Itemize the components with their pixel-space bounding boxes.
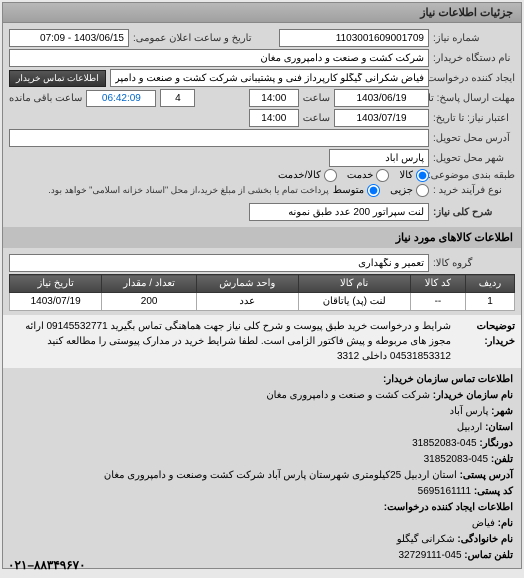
fax-label: دورنگار: [479, 438, 513, 449]
deadline-reply-label: مهلت ارسال پاسخ: تا تاریخ: [433, 93, 515, 104]
panel-title: جزئیات اطلاعات نیاز [3, 3, 521, 23]
creator-label: ایجاد کننده درخواست: [433, 73, 515, 84]
category-label: طبقه بندی موضوعی: [433, 170, 515, 181]
table-header-row: ردیف کد کالا نام کالا واحد شمارش تعداد /… [10, 275, 515, 293]
contact-section-title: اطلاعات تماس سازمان خریدار: [383, 374, 513, 385]
postal-code-value: 5695161111 [418, 486, 471, 497]
phone-value: 045-31852083 [424, 454, 489, 465]
family-value: شکرانی گیگلو [397, 534, 455, 545]
goods-group-input[interactable] [9, 254, 429, 272]
cat-service-option[interactable]: خدمت [347, 169, 390, 182]
delivery-city-label: شهر محل تحویل: [433, 153, 515, 164]
main-desc-input[interactable] [249, 203, 429, 221]
contact-info-button[interactable]: اطلاعات تماس خریدار [9, 70, 106, 87]
goods-section-title: اطلاعات کالاهای مورد نیاز [3, 227, 521, 248]
buyer-device-label: نام دستگاه خریدار: [433, 53, 515, 64]
validity-label: اعتبار نیاز: تا تاریخ: [433, 113, 515, 124]
city-value: پارس آباد [450, 406, 489, 417]
footer-phone: ۰۲۱–۸۸۳۴۹۶۷۰ [8, 558, 86, 572]
cat-goods-option[interactable]: کالا [399, 169, 429, 182]
delivery-city-input[interactable] [329, 149, 429, 167]
request-number-input[interactable] [279, 29, 429, 47]
buyer-device-input[interactable] [9, 49, 429, 67]
creator-input[interactable] [110, 69, 429, 87]
name-label: نام: [498, 518, 513, 529]
remaining-days [160, 89, 195, 107]
col-row: ردیف [465, 275, 514, 293]
purchase-type-group: جزیی متوسط [333, 184, 429, 197]
cat-goods-service-option[interactable]: کالا/خدمت [278, 169, 337, 182]
table-row[interactable]: 1 -- لنت (پد) یاتاقان عدد 200 1403/07/19 [10, 293, 515, 311]
contact-phone-value: 045-32729111 [398, 550, 461, 561]
cat-goods-label: کالا [399, 170, 413, 181]
main-desc-label: شرح کلی نیاز: [433, 207, 515, 218]
cat-service-label: خدمت [347, 170, 374, 181]
pt-medium-label: متوسط [333, 185, 364, 196]
cat-service-radio[interactable] [376, 169, 389, 182]
pt-minor-option[interactable]: جزیی [390, 184, 429, 197]
family-label: نام خانوادگی: [457, 534, 513, 545]
city-label: شهر: [491, 406, 513, 417]
col-code: کد کالا [410, 275, 465, 293]
delivery-addr-box[interactable] [9, 129, 429, 147]
cell-date: 1403/07/19 [10, 293, 102, 311]
cell-code: -- [410, 293, 465, 311]
pt-medium-option[interactable]: متوسط [333, 184, 380, 197]
creator-section-title: اطلاعات ایجاد کننده درخواست: [384, 502, 513, 513]
cat-goods-service-label: کالا/خدمت [278, 170, 321, 181]
cell-name: لنت (پد) یاتاقان [298, 293, 410, 311]
col-qty: تعداد / مقدار [102, 275, 197, 293]
deadline-reply-time[interactable] [249, 89, 299, 107]
validity-time-label: ساعت [303, 113, 330, 124]
description-label: توضیحات خریدار: [455, 319, 515, 364]
validity-date[interactable] [334, 109, 429, 127]
fax-value: 045-31852083 [412, 438, 477, 449]
category-radio-group: کالا خدمت کالا/خدمت [278, 169, 429, 182]
cat-goods-service-radio[interactable] [324, 169, 337, 182]
phone-label: تلفن: [491, 454, 513, 465]
pt-note: پرداخت تمام یا بخشی از مبلغ خرید،از محل … [48, 185, 328, 196]
cell-row: 1 [465, 293, 514, 311]
contact-phone-label: تلفن تماس: [464, 550, 513, 561]
request-number-label: شماره نیاز: [433, 33, 515, 44]
org-name: شرکت کشت و صنعت و دامپروری مغان [266, 390, 430, 401]
cell-qty: 200 [102, 293, 197, 311]
creator-name-value: فیاض [472, 518, 495, 529]
pt-medium-radio[interactable] [367, 184, 380, 197]
deadline-time-label: ساعت [303, 93, 330, 104]
goods-group-label: گروه کالا: [433, 258, 515, 269]
postal-code-label: کد پستی: [474, 486, 513, 497]
validity-time[interactable] [249, 109, 299, 127]
remaining-countdown: 06:42:09 [86, 90, 156, 107]
col-date: تاریخ نیاز [10, 275, 102, 293]
cat-goods-radio[interactable] [416, 169, 429, 182]
col-name: نام کالا [298, 275, 410, 293]
delivery-addr-label: آدرس محل تحویل: [433, 133, 515, 144]
remaining-label: ساعت باقی مانده [9, 93, 82, 104]
cell-unit: عدد [196, 293, 298, 311]
public-datetime-label: تاریخ و ساعت اعلان عمومی: [133, 33, 252, 44]
pt-minor-radio[interactable] [416, 184, 429, 197]
public-datetime-input[interactable] [9, 29, 129, 47]
org-name-label: نام سازمان خریدار: [433, 390, 513, 401]
postal-addr-label: آدرس پستی: [460, 470, 513, 481]
postal-addr-value: استان اردبیل 25کیلومتری شهرستان پارس آبا… [104, 470, 457, 481]
col-unit: واحد شمارش [196, 275, 298, 293]
province-value: اردبیل [457, 422, 482, 433]
purchase-type-label: نوع فرآیند خرید : [433, 185, 515, 196]
description-text: شرایط و درخواست خرید طبق پیوست و شرح کلی… [9, 319, 455, 364]
goods-table: ردیف کد کالا نام کالا واحد شمارش تعداد /… [9, 274, 515, 311]
province-label: استان: [485, 422, 513, 433]
deadline-reply-date[interactable] [334, 89, 429, 107]
pt-minor-label: جزیی [390, 185, 413, 196]
